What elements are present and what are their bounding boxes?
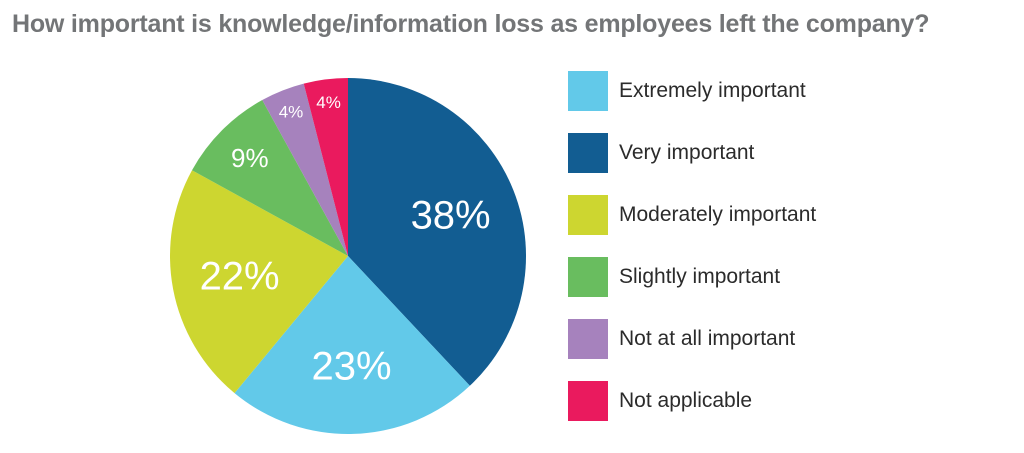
slice-label-moderately-important: 22% [200,255,280,299]
legend-swatch-not-at-all-important [568,318,608,359]
slice-label-not-at-all-important: 4% [279,103,304,122]
legend-swatch-very-important [568,132,608,173]
legend: Extremely important Very important Moderat… [568,70,816,442]
pie-slice-not-applicable [303,78,348,256]
slice-label-slightly-important: 9% [231,143,269,173]
pie-slice-very-important [348,78,527,386]
pie-slice-slightly-important [192,100,348,257]
legend-item-moderately-important: Moderately important [568,194,816,235]
legend-swatch-not-applicable [568,380,608,421]
slice-label-extremely-important: 23% [311,344,391,388]
legend-swatch-extremely-important [568,70,608,111]
pie-slice-extremely-important [234,256,470,435]
legend-item-slightly-important: Slightly important [568,256,816,297]
legend-item-not-at-all-important: Not at all important [568,318,816,359]
legend-label-not-at-all-important: Not at all important [619,326,796,350]
legend-label-not-applicable: Not applicable [619,388,753,412]
slice-label-very-important: 38% [411,193,491,237]
legend-item-not-applicable: Not applicable [568,380,816,421]
pie-slice-not-at-all-important [262,83,348,256]
chart-title: How important is knowledge/information l… [12,10,930,38]
legend-item-very-important: Very important [568,132,816,173]
legend-item-extremely-important: Extremely important [568,70,816,111]
pie-slice-moderately-important [170,170,348,394]
legend-swatch-moderately-important [568,194,608,235]
legend-label-extremely-important: Extremely important [619,78,806,102]
legend-label-slightly-important: Slightly important [619,264,781,288]
slice-label-not-applicable: 4% [316,93,341,112]
legend-label-moderately-important: Moderately important [619,202,817,226]
legend-swatch-slightly-important [568,256,608,297]
legend-label-very-important: Very important [619,140,755,164]
